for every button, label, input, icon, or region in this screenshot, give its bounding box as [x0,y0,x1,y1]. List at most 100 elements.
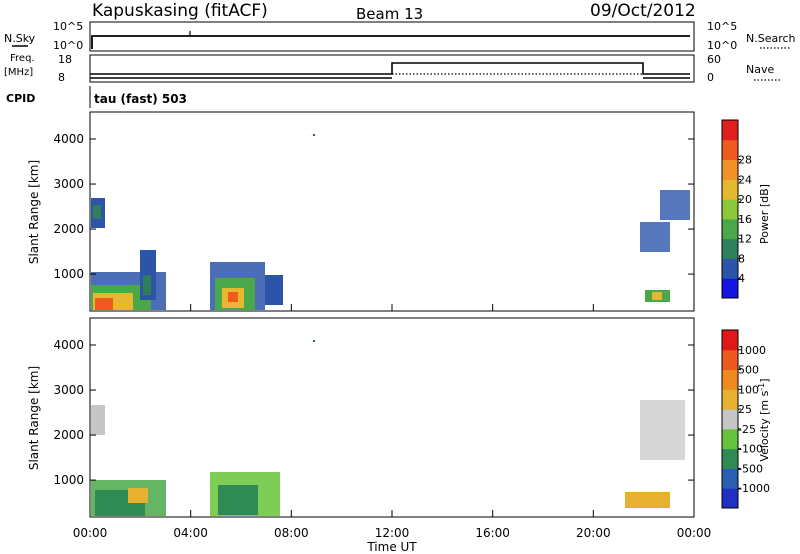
velocity-colorbar-tick-label: -100 [738,443,763,456]
nsky-panel [89,21,695,52]
nsearch-label: N.Search [746,32,796,45]
velocity-colorbar-cell [722,488,738,509]
y-tick-label: 2000 [53,222,84,236]
y-tick-label: 3000 [53,177,84,191]
power-patch-22h [660,190,690,220]
power-colorbar-frame [721,119,739,299]
power-patch-near-4 [95,298,113,310]
power-y-label: Slant Range [km] [27,160,41,264]
nsky-tick-top: 10^5 [53,20,83,33]
power-patch-2100km-core [93,205,101,219]
y-tick-label: 1000 [53,473,84,487]
freq-tick-bottom: 8 [58,71,65,84]
power-colorbar-cell [722,278,738,299]
y-tick-label: 3000 [53,383,84,397]
velocity-colorbar-tick-label: -1000 [738,482,770,495]
x-tick-label: 12:00 [375,526,410,540]
velocity-patch-21h-near [625,492,670,508]
power-patch-6am [265,275,283,305]
velocity-colorbar-cell [722,330,738,351]
x-axis-label: Time UT [366,540,417,554]
x-tick-label: 16:00 [475,526,510,540]
date-title: 09/Oct/2012 [590,1,696,21]
velocity-patch-2100km [91,405,105,435]
power-colorbar-cell [722,218,738,240]
power-colorbar-cell [722,199,738,220]
x-tick-label: 20:00 [576,526,611,540]
power-colorbar: 4 8 12 16 20 24 28 [721,119,752,299]
velocity-colorbar-cell [722,409,738,430]
power-patch-2am-core [143,275,151,295]
nsky-tick-bottom: 10^0 [53,39,83,52]
power-patch-5am-4 [228,292,238,302]
cpid-value: tau (fast) 503 [94,92,187,106]
velocity-colorbar-tick-label: 500 [738,364,759,377]
nave-label: Nave [746,63,774,76]
power-colorbar-cell [722,120,738,141]
power-colorbar-tick-label: 8 [738,252,745,265]
velocity-colorbar-cell [722,468,738,489]
cpid-label: CPID [6,92,35,105]
freq-tick-top: 18 [58,53,72,66]
velocity-colorbar-cell [722,349,738,371]
velocity-patch-21h [640,400,685,460]
power-panel [89,111,695,312]
freq-trace [90,62,690,75]
power-patch-21h [640,222,670,252]
x-tick-label: 00:00 [677,526,712,540]
y-tick-label: 1000 [53,267,84,281]
freq-label: Freq. [10,53,35,64]
velocity-dot-4000km [313,340,315,342]
velocity-colorbar-tick-label: 25 [738,403,752,416]
velocity-patch-5am-2 [218,485,258,515]
power-colorbar-cell [722,139,738,161]
velocity-colorbar-cell [722,389,738,410]
nsearch-tick-bottom: 10^0 [707,39,737,52]
velocity-colorbar: 1000 500 100 25 -25 -100 -500 -1000 [721,329,770,509]
power-colorbar-cell [722,258,738,279]
beam-title: Beam 13 [356,5,423,23]
velocity-colorbar-tick-label: -500 [738,462,763,475]
velocity-colorbar-tick-label: 1000 [738,344,766,357]
y-tick-label: 4000 [53,338,84,352]
nsearch-tick-top: 10^5 [707,20,737,33]
nave-tick-top: 60 [707,53,721,66]
velocity-panel [89,317,695,518]
power-colorbar-tick-label: 20 [738,193,752,206]
x-tick-label: 08:00 [274,526,309,540]
velocity-patch-near-3 [128,488,148,503]
x-tick-label: 00:00 [73,526,108,540]
power-colorbar-cell [722,179,738,200]
nsky-label: N.Sky [4,32,36,45]
x-tick-label: 04:00 [173,526,208,540]
velocity-echoes [91,340,685,516]
power-colorbar-tick-label: 4 [738,272,745,285]
power-patch-21h-near-core [652,292,662,300]
velocity-colorbar-frame [721,329,739,509]
time-x-axis: 00:00 04:00 08:00 12:00 16:00 20:00 00:00 [73,304,712,540]
y-tick-label: 4000 [53,132,84,146]
freq-panel [89,54,695,83]
power-echoes [91,134,690,310]
power-colorbar-cell [722,238,738,259]
power-y-axis: 1000 2000 3000 4000 [53,132,694,281]
nave-tick-bottom: 0 [707,71,714,84]
velocity-colorbar-cell [722,448,738,469]
power-colorbar-tick-label: 16 [738,213,752,226]
velocity-colorbar-label: Velocity [m s-1] [757,378,771,461]
power-colorbar-tick-label: 28 [738,154,752,167]
velocity-y-label: Slant Range [km] [27,366,41,470]
velocity-y-axis: 1000 2000 3000 4000 [53,338,694,487]
station-title: Kapuskasing (fitACF) [92,1,268,21]
power-colorbar-tick-label: 12 [738,233,752,246]
power-colorbar-tick-label: 24 [738,173,752,186]
y-tick-label: 2000 [53,428,84,442]
velocity-colorbar-tick-label: -25 [738,423,756,436]
velocity-colorbar-cell [722,369,738,390]
freq-unit: [MHz] [4,67,33,78]
power-colorbar-label: Power [dB] [758,184,771,244]
power-colorbar-cell [722,159,738,180]
velocity-colorbar-tick-label: 100 [738,383,759,396]
power-dot-4000km [313,134,315,136]
